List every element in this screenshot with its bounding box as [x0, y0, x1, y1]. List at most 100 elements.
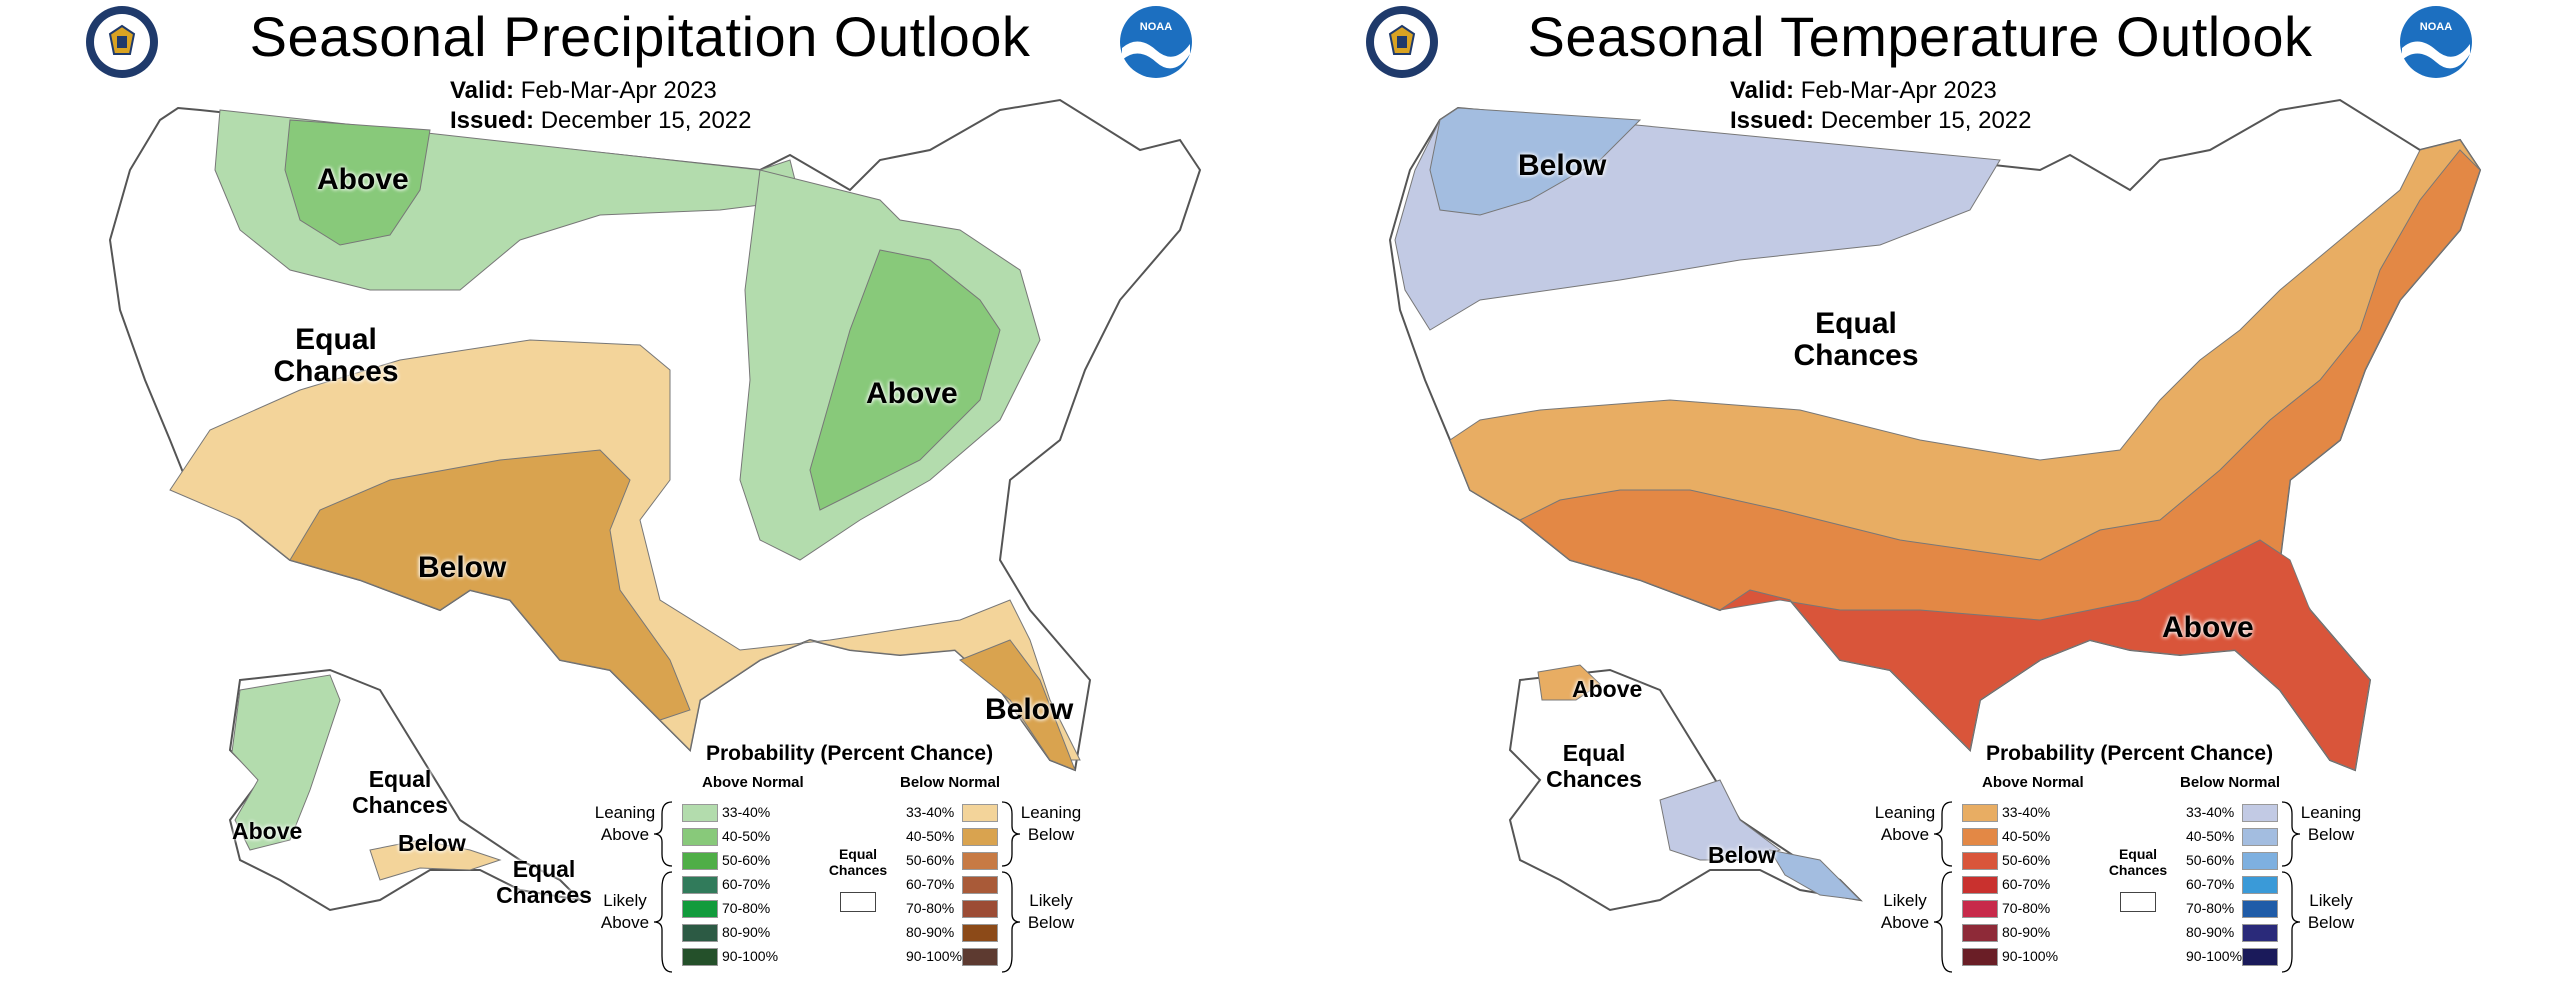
label-above-north: Above — [317, 163, 409, 196]
legend-equal-chances: Equal Chances — [2108, 846, 2168, 878]
legend-above-swatch — [682, 948, 718, 966]
legend-above-percent: 40-50% — [2002, 828, 2051, 844]
legend-above-percent: 90-100% — [2002, 948, 2059, 964]
legend-below-swatch — [962, 804, 998, 822]
legend-likely-above: Likely Above — [600, 891, 650, 932]
legend-likely-below: Likely Below — [1027, 891, 1075, 932]
label-equal-center: Equal Chances — [1793, 307, 1919, 372]
below-florida-region — [959, 639, 1076, 771]
legend-above-percent: 60-70% — [722, 876, 771, 892]
label-below-fl: Below — [985, 693, 1074, 726]
page-title: Seasonal Precipitation Outlook — [249, 5, 1031, 68]
legend-equal-chances: Equal Chances — [828, 846, 888, 878]
legend-above-swatch — [1962, 828, 1998, 846]
legend-below-swatch — [962, 828, 998, 846]
commerce-seal-icon — [1364, 4, 1440, 80]
legend-above-swatch — [682, 804, 718, 822]
legend-below-percent: 50-60% — [906, 852, 955, 868]
legend-braces — [1933, 801, 2301, 973]
legend-below-percent: 90-100% — [2186, 948, 2243, 964]
legend-below-percent: 70-80% — [906, 900, 955, 916]
valid-issued-block: Valid: Feb-Mar-Apr 2023 Issued: December… — [450, 76, 752, 136]
legend-below-header: Below Normal — [2180, 774, 2281, 791]
legend-above-percent: 70-80% — [2002, 900, 2051, 916]
legend: Probability (Percent Chance) Above Norma… — [1870, 738, 2370, 988]
legend-above-swatch — [1962, 852, 1998, 870]
label-ak-equal2: Equal Chances — [496, 856, 592, 908]
label-equal-west: Equal Chances — [273, 323, 399, 388]
above-north-likely-region — [284, 119, 431, 246]
legend-below-swatch — [962, 900, 998, 918]
legend-below-swatch — [962, 852, 998, 870]
legend-above-swatch — [682, 924, 718, 942]
legend-leaning-below: Leaning Below — [2300, 803, 2362, 844]
legend-leaning-above: Leaning Above — [1874, 803, 1936, 844]
label-ak-below: Below — [1708, 842, 1776, 868]
legend-above-swatch — [1962, 876, 1998, 894]
legend-below-swatch — [2242, 948, 2278, 966]
legend-below-swatch — [2242, 828, 2278, 846]
legend-above-swatch — [1962, 924, 1998, 942]
legend: Probability (Percent Chance) Above Norma… — [590, 738, 1090, 988]
legend-likely-below: Likely Below — [2307, 891, 2355, 932]
legend-below-percent: 80-90% — [2186, 924, 2235, 940]
legend-below-swatch — [2242, 804, 2278, 822]
noaa-logo-icon: NOAA — [2398, 4, 2474, 80]
legend-equal-chances-swatch — [840, 892, 876, 912]
legend-leaning-above: Leaning Above — [594, 803, 656, 844]
legend-above-swatch — [682, 828, 718, 846]
legend-above-percent: 80-90% — [2002, 924, 2051, 940]
above-strong-region — [1719, 539, 2371, 771]
legend-above-swatch — [1962, 900, 1998, 918]
legend-below-percent: 60-70% — [2186, 876, 2235, 892]
legend-below-percent: 60-70% — [906, 876, 955, 892]
alaska-below-region — [369, 839, 502, 881]
legend-above-swatch — [682, 852, 718, 870]
legend-above-header: Above Normal — [1982, 774, 2084, 791]
legend-below-percent: 40-50% — [906, 828, 955, 844]
issued-value: December 15, 2022 — [1820, 107, 2032, 134]
legend-below-header: Below Normal — [900, 774, 1001, 791]
legend-above-percent: 40-50% — [722, 828, 771, 844]
precipitation-map — [108, 98, 1202, 912]
legend-below-swatch — [2242, 900, 2278, 918]
svg-text:NOAA: NOAA — [1140, 21, 1172, 33]
issued-value: December 15, 2022 — [540, 107, 752, 134]
label-below-nw: Below — [1518, 149, 1607, 182]
valid-label: Valid: — [450, 77, 515, 104]
issued-label: Issued: — [450, 107, 535, 134]
legend-below-percent: 90-100% — [906, 948, 963, 964]
label-ak-above: Above — [232, 818, 303, 844]
legend-equal-chances-swatch — [2120, 892, 2156, 912]
legend-above-percent: 33-40% — [2002, 804, 2051, 820]
legend-title: Probability (Percent Chance) — [1986, 742, 2274, 765]
alaska-above-region — [231, 674, 341, 851]
valid-value: Feb-Mar-Apr 2023 — [520, 77, 717, 104]
legend-above-percent: 90-100% — [722, 948, 779, 964]
legend-above-percent: 60-70% — [2002, 876, 2051, 892]
legend-above-percent: 50-60% — [722, 852, 771, 868]
commerce-seal-icon — [84, 4, 160, 80]
temperature-map — [1388, 98, 2482, 912]
alaska-above-region — [1537, 664, 1601, 701]
legend-above-percent: 80-90% — [722, 924, 771, 940]
legend-above-swatch — [682, 900, 718, 918]
label-ak-above: Above — [1572, 676, 1643, 702]
label-ak-equal: Equal Chances — [1546, 740, 1642, 792]
temperature-panel: NOAA Seasonal Temperature Outlook Valid:… — [1280, 0, 2560, 989]
legend-below-swatch — [2242, 852, 2278, 870]
label-above-se: Above — [2162, 611, 2254, 644]
legend-leaning-below: Leaning Below — [1020, 803, 1082, 844]
legend-below-percent: 80-90% — [906, 924, 955, 940]
legend-above-percent: 33-40% — [722, 804, 771, 820]
valid-issued-block: Valid: Feb-Mar-Apr 2023 Issued: December… — [1730, 76, 2032, 136]
legend-braces — [653, 801, 1021, 973]
legend-below-swatch — [2242, 924, 2278, 942]
precipitation-panel: NOAA Seasonal Precipitation Outlook Vali… — [84, 4, 1202, 988]
legend-below-percent: 50-60% — [2186, 852, 2235, 868]
legend-likely-above: Likely Above — [1880, 891, 1930, 932]
legend-below-swatch — [962, 924, 998, 942]
legend-below-swatch — [962, 948, 998, 966]
svg-text:NOAA: NOAA — [2420, 21, 2452, 33]
page-title: Seasonal Temperature Outlook — [1527, 5, 2313, 68]
